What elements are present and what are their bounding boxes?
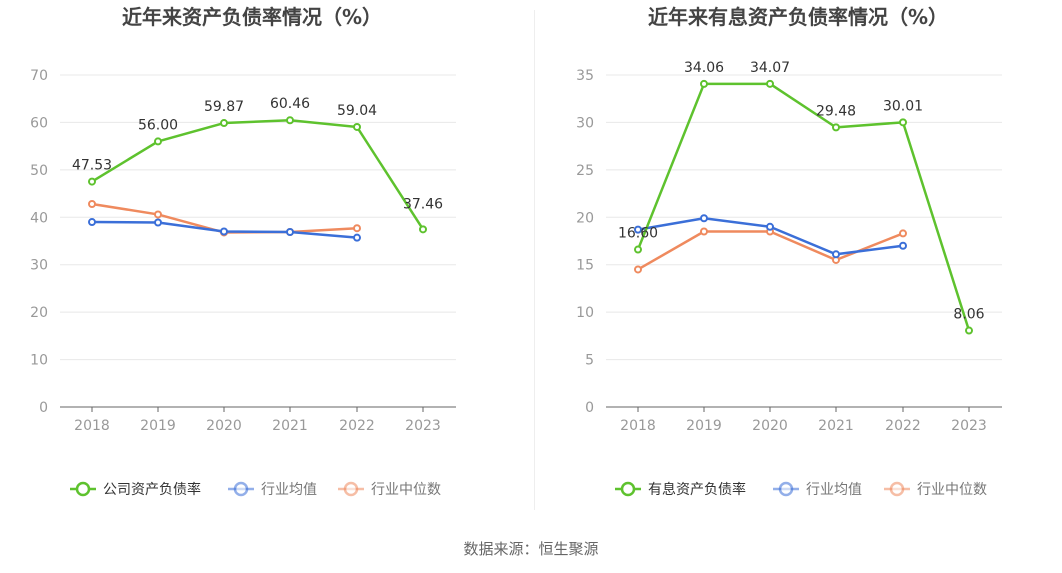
legend-item-1: 公司资产负债率 [70, 481, 201, 498]
legend-item-1: 有息资产负债率 [615, 481, 746, 498]
data-point [88, 200, 96, 209]
legend-item-2: 行业均值 [228, 481, 317, 498]
y-tick-label: 30 [576, 115, 594, 131]
data-point [899, 229, 907, 238]
data-point [154, 218, 162, 227]
chart-panel-1: 近年来资产负债率情况（%） 0 10 20 30 40 50 60 70 2018 2019 2020… [30, 5, 456, 498]
series-1: 47.53 56.00 59.87 60.46 59.04 37.46 [72, 96, 443, 234]
data-label: 8.06 [953, 307, 984, 323]
data-label: 16.60 [618, 226, 658, 242]
x-tick-label: 2018 [620, 418, 656, 434]
data-point [419, 225, 427, 234]
legend-marker [889, 481, 905, 497]
data-point [700, 227, 708, 236]
y-tick-label: 70 [30, 68, 48, 84]
legend-item-3: 行业中位数 [338, 481, 441, 498]
data-point [832, 123, 840, 132]
y-tick-label: 30 [30, 258, 48, 274]
legend-marker [75, 481, 91, 497]
y-tick-label: 25 [576, 163, 594, 179]
data-source: 数据来源：恒生聚源 [463, 540, 599, 558]
data-label: 47.53 [72, 158, 112, 174]
y-tick-label: 0 [39, 400, 48, 416]
x-tick-label: 2018 [74, 418, 110, 434]
x-tick-label: 2019 [140, 418, 176, 434]
data-point [88, 218, 96, 227]
legend-marker [343, 481, 359, 497]
legend-label: 行业中位数 [917, 482, 987, 498]
legend-item-3: 行业中位数 [884, 481, 987, 498]
data-point [634, 245, 642, 254]
data-point [766, 79, 774, 88]
data-point [700, 214, 708, 223]
data-point [88, 177, 96, 186]
chart-title: 近年来资产负债率情况（%） [122, 5, 382, 29]
y-tick-label: 20 [576, 210, 594, 226]
data-label: 29.48 [816, 103, 856, 119]
chart-title: 近年来有息资产负债率情况（%） [648, 5, 948, 29]
x-tick-label: 2022 [885, 418, 921, 434]
data-label: 56.00 [138, 117, 178, 133]
data-point [154, 210, 162, 219]
legend-marker [778, 481, 794, 497]
data-point [832, 250, 840, 259]
legend-item-2: 行业均值 [773, 481, 862, 498]
y-tick-label: 60 [30, 115, 48, 131]
data-label: 60.46 [270, 96, 310, 112]
data-point [634, 265, 642, 274]
y-tick-label: 50 [30, 163, 48, 179]
data-label: 30.01 [883, 98, 923, 114]
data-point [286, 116, 294, 125]
series-line [636, 82, 971, 331]
x-tick-label: 2023 [405, 418, 441, 434]
chart-panel-2: 近年来有息资产负债率情况（%） 0 5 10 15 20 25 30 35 2018 2019 202… [576, 5, 1002, 498]
series-line [91, 118, 425, 231]
data-point [766, 222, 774, 231]
legend-label: 行业均值 [261, 482, 317, 498]
data-point [700, 79, 708, 88]
data-point [353, 122, 361, 131]
y-tick-label: 5 [585, 353, 594, 369]
data-point [634, 225, 642, 234]
x-tick-label: 2022 [339, 418, 375, 434]
y-tick-label: 10 [30, 353, 48, 369]
data-label: 59.87 [204, 99, 244, 115]
x-tick-label: 2021 [272, 418, 308, 434]
data-point [899, 118, 907, 127]
legend-label: 行业中位数 [371, 482, 441, 498]
x-tick-label: 2019 [686, 418, 722, 434]
series-2 [88, 218, 361, 242]
y-tick-label: 15 [576, 258, 594, 274]
y-tick-label: 40 [30, 210, 48, 226]
y-tick-label: 20 [30, 305, 48, 321]
legend-label: 有息资产负债率 [648, 481, 746, 498]
series-1: 16.60 34.06 34.07 29.48 30.01 8.06 [618, 60, 985, 335]
data-label: 34.06 [684, 60, 724, 76]
data-label: 34.07 [750, 60, 790, 76]
legend-label: 公司资产负债率 [103, 481, 201, 498]
x-tick-label: 2023 [951, 418, 987, 434]
data-point [220, 119, 228, 128]
y-tick-label: 0 [585, 400, 594, 416]
legend-marker [620, 481, 636, 497]
x-tick-label: 2020 [206, 418, 242, 434]
data-point [899, 241, 907, 250]
series-2 [634, 214, 907, 259]
data-label: 59.04 [337, 103, 377, 119]
data-point [286, 227, 294, 236]
data-point [353, 233, 361, 242]
data-label: 37.46 [403, 196, 443, 212]
data-point [220, 227, 228, 236]
data-point [965, 326, 973, 335]
y-tick-label: 35 [576, 68, 594, 84]
legend-label: 行业均值 [806, 482, 862, 498]
data-point [154, 137, 162, 146]
x-tick-label: 2020 [752, 418, 788, 434]
legend-marker [233, 481, 249, 497]
data-point [353, 224, 361, 233]
chart-divider [534, 10, 535, 510]
x-tick-label: 2021 [818, 418, 854, 434]
y-tick-label: 10 [576, 305, 594, 321]
